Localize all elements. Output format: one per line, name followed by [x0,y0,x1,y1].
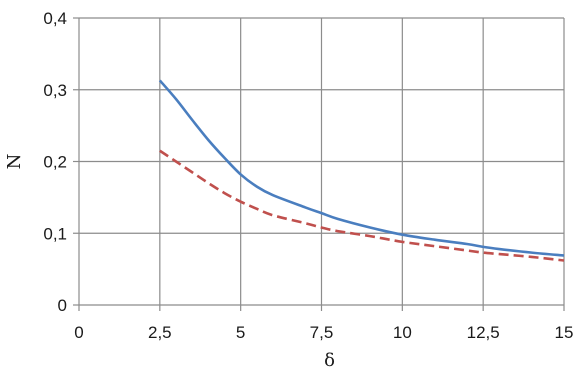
y-tick-label: 0 [58,296,67,315]
series-line-solid [158,79,565,257]
series-line-dashed [159,149,565,262]
series [158,79,565,262]
y-tick-label: 0,2 [43,153,67,172]
y-tick-label: 0,4 [43,9,67,28]
x-tick-label: 15 [555,323,574,342]
x-axis-title: δ [324,350,335,371]
y-axis-title: N [4,154,25,170]
x-tick-label: 7,5 [310,323,334,342]
grid [79,17,565,305]
x-tick-label: 10 [393,323,412,342]
x-tick-label: 12,5 [467,323,500,342]
tick-labels: 0 0,1 0,2 0,3 0,4 0 2,5 5 7,5 10 12,5 15 [43,9,573,342]
axes [73,17,565,311]
x-tick-label: 2,5 [148,323,172,342]
y-tick-label: 0,1 [43,224,67,243]
y-tick-label: 0,3 [43,81,67,100]
x-tick-label: 0 [74,323,83,342]
x-tick-label: 5 [236,323,245,342]
